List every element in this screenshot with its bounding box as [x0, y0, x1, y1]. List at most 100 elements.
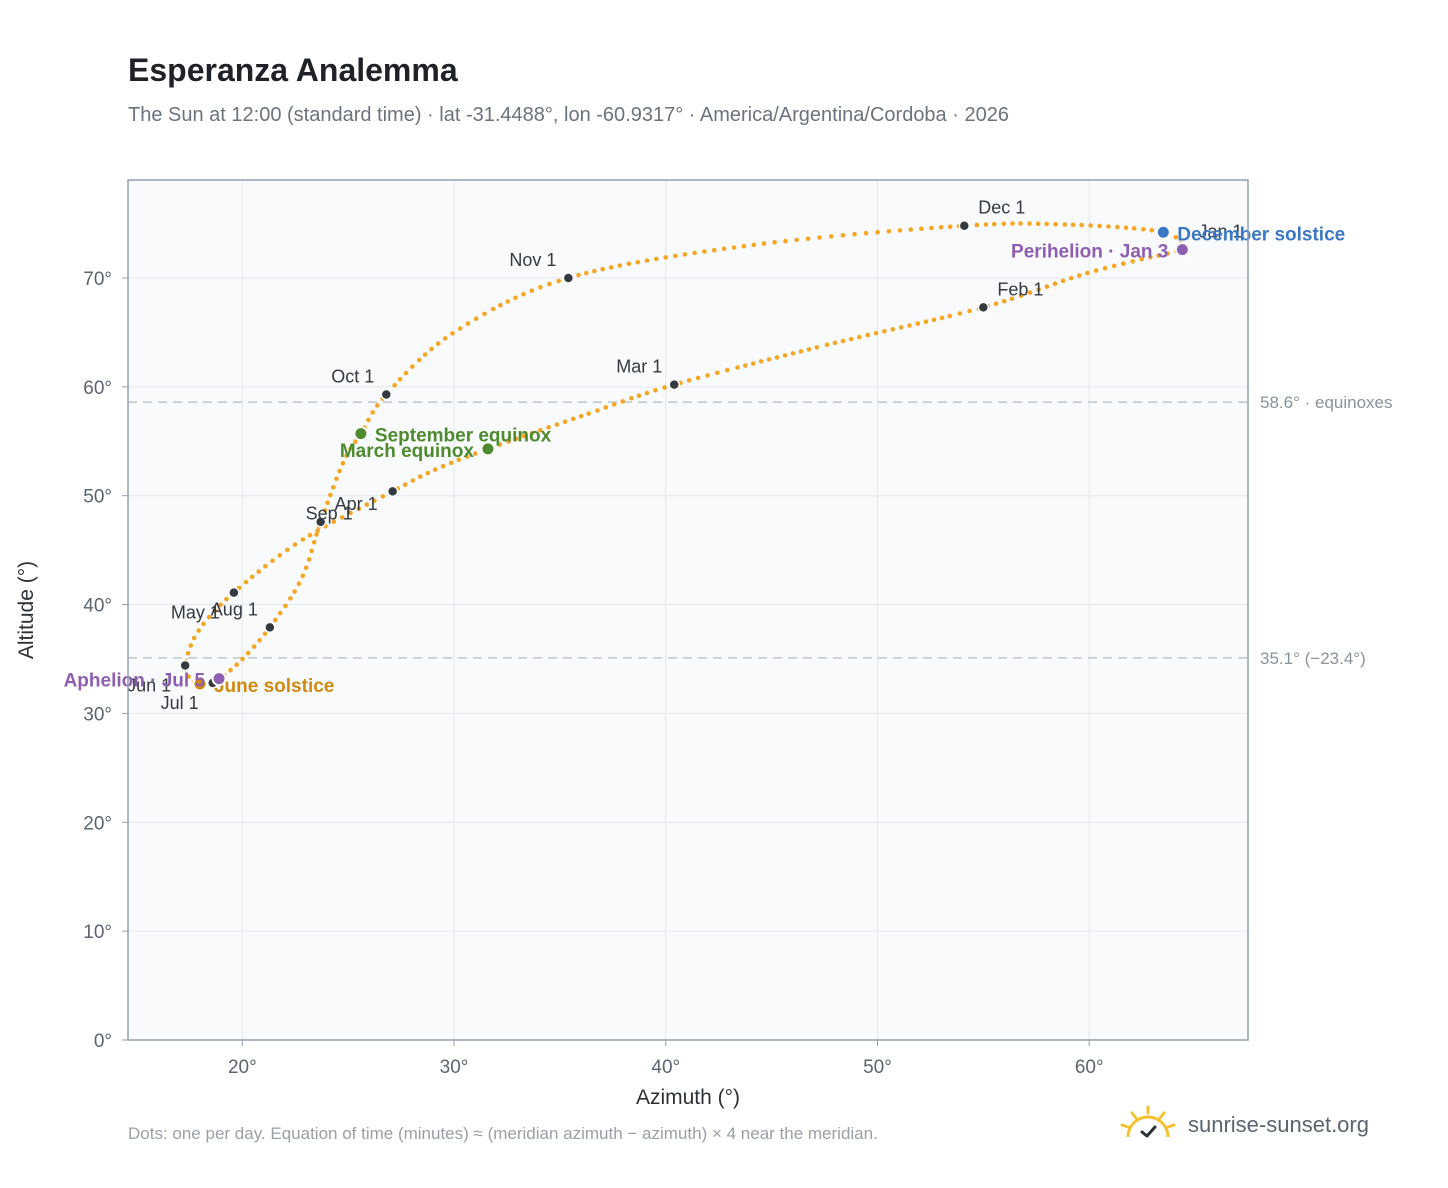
analemma-dot [1052, 281, 1058, 287]
analemma-dot [857, 334, 862, 340]
x-tick-label: 40° [651, 1057, 680, 1078]
analemma-dot [865, 332, 870, 338]
analemma-dot [626, 261, 632, 267]
analemma-dot [429, 346, 434, 352]
month-marker [958, 219, 971, 232]
analemma-dot [1062, 222, 1068, 227]
analemma-dot [251, 644, 257, 649]
analemma-dot [296, 581, 302, 586]
analemma-dot [1009, 296, 1015, 302]
analemma-dot [886, 229, 892, 234]
analemma-dot [635, 259, 641, 265]
month-marker-label: Aug 1 [211, 599, 258, 619]
event-label: Perihelion · Jan 3 [1011, 242, 1168, 263]
analemma-dot [1036, 287, 1041, 292]
analemma-dot [513, 436, 519, 442]
month-marker [264, 621, 276, 634]
analemma-dot [490, 306, 496, 312]
event-label: Aphelion · Jul 5 [64, 671, 206, 692]
analemma-dot [262, 631, 268, 636]
analemma-dot [188, 643, 194, 648]
analemma-dot [218, 602, 223, 608]
y-tick-label: 60° [83, 378, 112, 399]
analemma-dot [521, 291, 526, 297]
analemma-dot [947, 313, 953, 319]
event-label: March equinox [340, 441, 475, 462]
analemma-dot [331, 485, 336, 490]
analemma-dot [608, 265, 614, 270]
analemma-dot [402, 482, 408, 487]
analemma-dot [1018, 221, 1023, 226]
analemma-dot [766, 357, 772, 362]
analemma-dot [278, 610, 283, 616]
analemma-dot [366, 417, 371, 423]
analemma-dot [875, 229, 880, 235]
analemma-dot [600, 266, 605, 272]
analemma-dot [529, 288, 535, 294]
analemma-dot [794, 237, 799, 243]
y-tick-label: 20° [83, 813, 112, 834]
analemma-dot [306, 557, 312, 562]
analemma-dot [636, 393, 642, 399]
analemma-dot [1123, 225, 1129, 230]
analemma-dot [1077, 273, 1082, 278]
analemma-dot [653, 388, 658, 393]
analemma-dot [644, 258, 650, 263]
x-tick-label: 60° [1075, 1057, 1104, 1078]
analemma-dot [334, 476, 339, 482]
analemma-dot [1165, 251, 1170, 256]
analemma-dot [654, 256, 659, 262]
analemma-dot [270, 558, 275, 563]
analemma-dot [283, 603, 288, 609]
analemma-dot [783, 238, 788, 244]
month-marker-label: Sep 1 [306, 503, 353, 523]
analemma-dot [898, 325, 904, 330]
analemma-dot [711, 247, 717, 253]
analemma-dot [482, 311, 487, 317]
analemma-dot [556, 278, 561, 284]
analemma-dot [1121, 261, 1126, 266]
analemma-dot [761, 241, 767, 246]
analemma-dot [1102, 265, 1108, 271]
reference-line-label: 58.6° · equinoxes [1260, 393, 1393, 412]
analemma-dot [201, 621, 206, 627]
analemma-dot [915, 321, 921, 326]
analemma-dot [929, 225, 934, 231]
analemma-dot [224, 596, 229, 602]
brand-link[interactable]: sunrise-sunset.org [1120, 1100, 1369, 1150]
month-marker [228, 586, 240, 599]
analemma-dot [772, 240, 777, 245]
analemma-dot [817, 235, 822, 240]
analemma-dot [758, 359, 764, 364]
month-marker [386, 485, 399, 498]
analemma-dot [364, 502, 370, 507]
footnote: Dots: one per day. Equation of time (min… [128, 1124, 878, 1143]
analemma-dot [353, 439, 358, 444]
analemma-dot [375, 403, 380, 408]
event-label: September equinox [375, 426, 552, 447]
event-marker [1174, 242, 1190, 258]
analemma-dot [644, 390, 650, 396]
analemma-dot [370, 410, 376, 415]
analemma-dot [1139, 257, 1144, 262]
analemma-dot [416, 357, 422, 363]
analemma-dot [897, 228, 903, 233]
analemma-dot [425, 470, 431, 476]
event-marker [1155, 224, 1171, 240]
analemma-dot [682, 252, 688, 257]
month-marker-label: Oct 1 [331, 366, 374, 386]
analemma-dot [288, 596, 293, 601]
analemma-dot [603, 405, 609, 410]
analemma-dot [662, 385, 667, 390]
analemma-dot [422, 352, 428, 357]
analemma-dot [586, 411, 591, 416]
analemma-dot [228, 667, 233, 673]
analemma-dot [824, 342, 830, 348]
event-markers: December solstice Perihelion · Jan 3 Septe… [64, 224, 1346, 697]
analemma-dot [617, 263, 623, 268]
analemma-dot [923, 319, 929, 325]
analemma-dot [191, 635, 197, 641]
analemma-dot [735, 365, 740, 370]
analemma-dot [245, 650, 251, 656]
analemma-dot [805, 236, 811, 241]
